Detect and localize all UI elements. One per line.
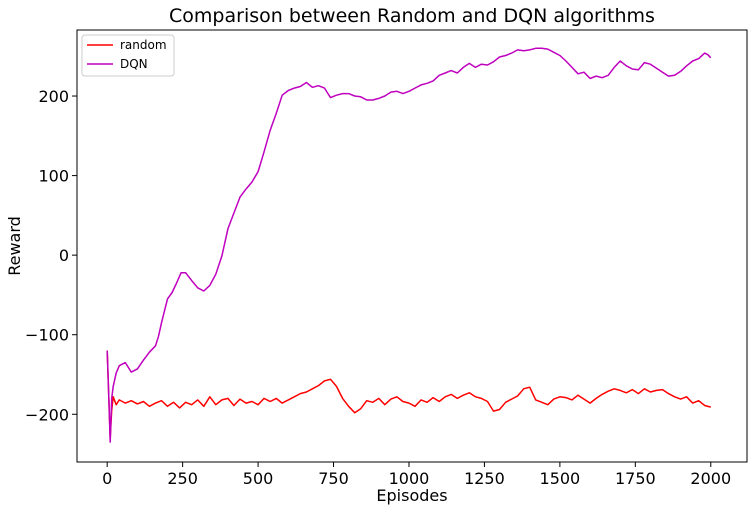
plot-frame [76, 29, 748, 463]
x-tick-label: 0 [102, 469, 112, 488]
series-layer [106, 47, 712, 443]
y-axis: −200 −100 0 100 200 [25, 87, 77, 424]
x-tick-label: 250 [167, 469, 198, 488]
x-tick-label: 500 [243, 469, 274, 488]
x-tick-label: 1750 [615, 469, 656, 488]
x-axis-label: Episodes [376, 486, 447, 505]
x-axis: 0 250 500 750 1000 1250 1500 1750 2000 [102, 462, 731, 488]
y-tick-label: 100 [38, 167, 69, 186]
chart-title: Comparison between Random and DQN algori… [169, 5, 655, 27]
y-tick-label: −100 [25, 326, 69, 345]
y-tick-label: −200 [25, 405, 69, 424]
x-tick-label: 1250 [464, 469, 505, 488]
y-tick-label: 200 [38, 87, 69, 106]
y-tick-label: 0 [59, 246, 69, 265]
x-tick-label: 1000 [389, 469, 430, 488]
y-axis-label: Reward [5, 216, 24, 276]
legend: random DQN [81, 34, 175, 77]
legend-label-random: random [120, 38, 167, 52]
x-tick-label: 2000 [690, 469, 731, 488]
x-tick-label: 1500 [540, 469, 581, 488]
series-line-dqn [106, 47, 712, 443]
x-tick-label: 750 [318, 469, 349, 488]
legend-label-dqn: DQN [120, 57, 148, 71]
series-line-random [106, 350, 711, 439]
